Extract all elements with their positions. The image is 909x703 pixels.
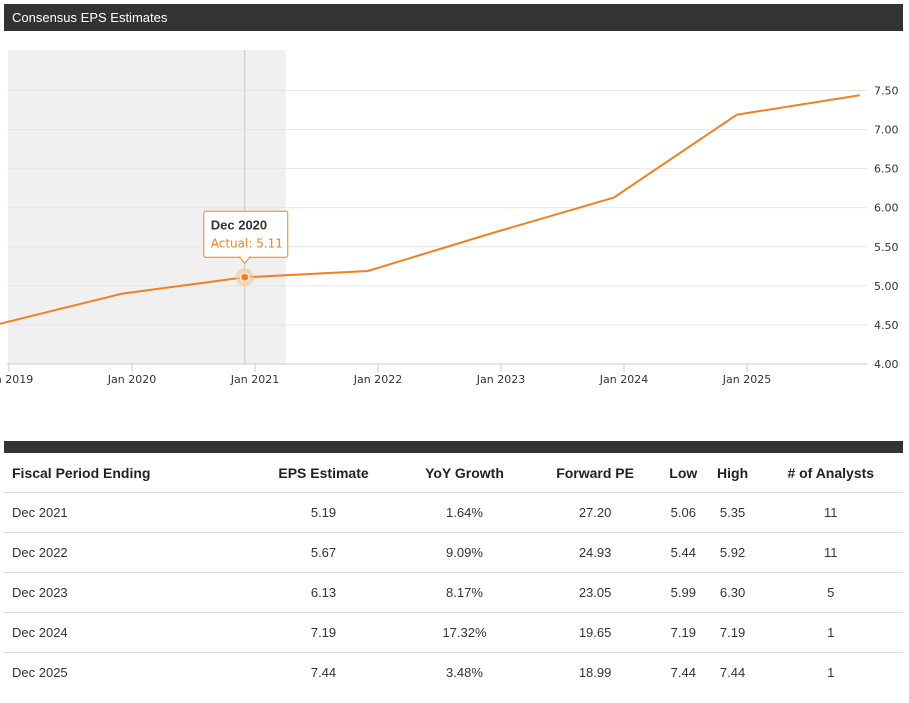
tooltip-value: Actual: 5.11 [211,236,283,250]
x-tick-label: Jan 2022 [353,373,402,386]
chart-title: Consensus EPS Estimates [12,10,168,25]
column-header[interactable]: Fiscal Period Ending [4,453,249,493]
x-tick-label: Jan 2021 [230,373,279,386]
table-cell: 5.67 [248,532,399,573]
table-cell: 6.13 [248,572,399,613]
x-tick-label: Jan 2023 [476,373,525,386]
table-cell: 9.09% [398,532,531,573]
table-cell: 11 [758,492,903,533]
table-cell: 3.48% [446,665,483,680]
table-row: Dec 2022 5.67 9.09% 24.93 5.44 5.92 11 [4,532,903,573]
table-cell: 19.65 [530,612,660,653]
y-tick-label: 5.50 [874,241,899,254]
column-header[interactable]: EPS Estimate [248,453,399,493]
table-row: Dec 2025 7.44 3.48% 18.99 7.44 7.44 1 [4,653,903,693]
table-cell: 6.30 [706,572,759,613]
table-cell: 5.19 [248,492,399,533]
y-tick-label: 7.50 [874,85,899,98]
table-header-bar [4,441,903,453]
table-cell: 23.05 [530,572,660,613]
estimates-table: Fiscal Period Ending EPS Estimate YoY Grow… [4,453,903,692]
y-tick-label: 4.00 [874,358,899,371]
table-cell: 7.19 [248,612,399,653]
table-cell: 5 [758,572,903,613]
table-cell: 5.35 [706,492,759,533]
table-row: Dec 2024 7.19 17.32% 19.65 7.19 7.19 1 [4,612,903,653]
x-tick-label: Jan 2019 [0,373,33,386]
table-cell: Dec 2022 [4,532,249,573]
table-cell: 27.20 [530,492,660,533]
column-header[interactable]: YoY Growth [398,453,531,493]
table-cell: 1 [758,612,903,653]
column-header[interactable]: # of Analysts [758,453,903,493]
title-bar: Consensus EPS Estimates [4,4,903,31]
column-header[interactable]: Low [659,453,707,493]
table-cell: 1.64% [398,492,531,533]
table-header-row: Fiscal Period Ending EPS Estimate YoY Grow… [4,453,903,493]
eps-series-line [0,94,860,325]
table-cell: 1 [827,665,835,680]
table-cell: 17.32% [398,612,531,653]
x-tick-label: Jan 2020 [107,373,156,386]
eps-chart[interactable]: Jan 2019 Jan 2020 Jan 2021 Jan 2022 Jan 2023… [0,40,909,400]
table-cell: 7.44 [719,665,746,680]
table-cell: 8.17% [398,572,531,613]
table-cell: 7.19 [706,612,759,653]
y-tick-label: 4.50 [874,319,899,332]
table-cell: Dec 2021 [4,492,249,533]
highlight-point [240,272,250,282]
column-header[interactable]: High [706,453,759,493]
table-cell: 18.99 [578,665,612,680]
table-cell: 7.44 [670,665,696,680]
table-cell: 7.19 [659,612,707,653]
table-row: Dec 2021 5.19 1.64% 27.20 5.06 5.35 11 [4,492,903,533]
table-cell: 7.44 [310,665,337,680]
column-header[interactable]: Forward PE [530,453,660,493]
table-cell: 5.92 [706,532,759,573]
y-tick-label: 7.00 [874,124,899,137]
x-tick-label: Jan 2024 [599,373,648,386]
y-tick-label: 6.00 [874,202,899,215]
x-tick-label: Jan 2025 [722,373,771,386]
actuals-shaded-region [8,50,286,364]
tooltip-title: Dec 2020 [211,217,267,232]
table-cell: Dec 2024 [4,612,249,653]
table-cell: 5.99 [659,572,707,613]
table-cell: 11 [758,532,903,573]
table-cell: Dec 2025 [12,665,68,680]
table-cell: 5.44 [659,532,707,573]
table-cell: 24.93 [530,532,660,573]
table-cell: 5.06 [659,492,707,533]
table-cell: Dec 2023 [4,572,249,613]
table-row: Dec 2023 6.13 8.17% 23.05 5.99 6.30 5 [4,572,903,613]
y-tick-label: 5.00 [874,280,899,293]
y-tick-label: 6.50 [874,163,899,176]
